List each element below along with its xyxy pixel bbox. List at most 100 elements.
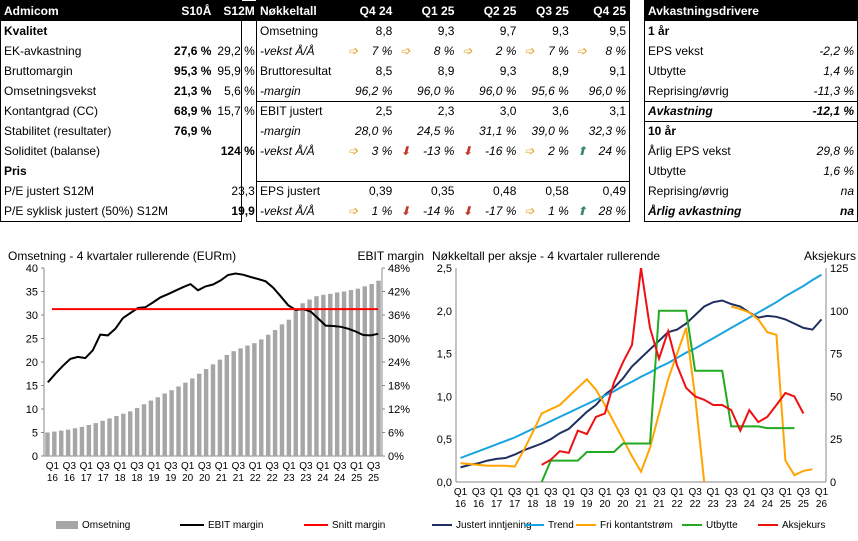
chart2-ytick: 2,0 bbox=[437, 306, 452, 318]
chart2-ytick: 0,0 bbox=[437, 477, 452, 489]
key-figure-text: 95,6 % bbox=[531, 83, 569, 98]
chart2-xtick: Q1 bbox=[815, 487, 829, 498]
price-rows: P/E justert S12M 23,3 P/E syklisk justert … bbox=[1, 181, 258, 221]
quality-label: Stabilitet (resultater) bbox=[4, 124, 112, 138]
arrow-right-icon: ➩ bbox=[347, 44, 359, 58]
key-figure-text: 7 % bbox=[548, 44, 569, 58]
key-figure-text: 8,9 bbox=[437, 64, 455, 78]
quality-value-s10: 68,9 % bbox=[174, 104, 212, 118]
key-figure-text: 2,5 bbox=[375, 104, 393, 119]
chart2-title: Nøkkeltall per aksje - 4 kvartaler rulle… bbox=[432, 249, 660, 263]
key-figure-row: -margin 28,0 % 24,5 % 31,1 % 39,0 % 32,3 % bbox=[257, 121, 629, 141]
key-figure-text: 9,3 bbox=[437, 24, 455, 38]
key-figure-row: EBIT justert 2,5 2,3 3,0 3,6 3,1 bbox=[257, 100, 629, 121]
quality-row: Bruttomargin 95,3 % 95,9 % bbox=[1, 61, 258, 81]
key-figure-row: Omsetning 8,8 9,3 9,7 9,3 9,5 bbox=[257, 21, 629, 41]
chart1-xtick-year: 24 bbox=[334, 473, 346, 484]
key-figure-text: 8,9 bbox=[552, 64, 569, 78]
revenue-bar bbox=[72, 428, 78, 456]
revenue-bar bbox=[265, 334, 271, 456]
chart2-xtick: Q3 bbox=[472, 487, 486, 498]
key-figure-value: ➩ 1 % bbox=[343, 201, 395, 221]
arrow-right-icon: ➩ bbox=[524, 204, 535, 218]
chart1-xtick-year: 16 bbox=[47, 473, 59, 484]
quality-row: Omsetningsvekst 21,3 % 5,6 % bbox=[1, 81, 258, 101]
chart1-xtick-year: 23 bbox=[283, 473, 295, 484]
revenue-bar bbox=[210, 364, 216, 456]
chart1-xtick-year: 19 bbox=[165, 473, 177, 484]
revenue-bar bbox=[231, 351, 236, 456]
driver-row: Årlig EPS vekst 29,8 % bbox=[645, 141, 857, 161]
revenue-bar bbox=[100, 420, 105, 456]
quality-label: EK-avkastning bbox=[4, 44, 82, 58]
chart2-xtick-year: 16 bbox=[473, 499, 485, 510]
legend-justert: Justert inntjening bbox=[456, 520, 532, 531]
chart2-y2tick: 25 bbox=[830, 434, 842, 446]
quarter-header: Q1 25 bbox=[395, 1, 458, 21]
revenue-bar bbox=[252, 343, 257, 456]
revenue-bar bbox=[183, 382, 188, 456]
driver-value: -11,3 % bbox=[813, 83, 854, 98]
chart2-xtick: Q3 bbox=[580, 487, 594, 498]
key-figure-text: 28 % bbox=[598, 204, 626, 218]
key-figure-value: ➩ 8 % bbox=[572, 41, 629, 61]
legend-utbytte: Utbytte bbox=[706, 520, 738, 531]
chart1-y2tick: 6% bbox=[388, 428, 404, 440]
chart1-y2tick: 48% bbox=[388, 263, 410, 275]
key-figure-text: 9,1 bbox=[609, 64, 626, 78]
chart2-y2label: Aksjekurs bbox=[804, 249, 856, 263]
arrow-right-icon: ➩ bbox=[462, 44, 473, 58]
key-figure-value: ⬇ -14 % bbox=[395, 201, 457, 221]
revenue-bar bbox=[196, 373, 202, 456]
chart1-xtick-year: 25 bbox=[351, 473, 363, 484]
chart2-xtick: Q3 bbox=[616, 487, 630, 498]
key-figure-text: 3,0 bbox=[499, 104, 517, 119]
chart1-xtick: Q1 bbox=[350, 461, 364, 472]
key-figure-text: 9,3 bbox=[552, 24, 569, 38]
key-figure-row: -margin 96,2 % 96,0 % 96,0 % 95,6 % 96,0 % bbox=[257, 81, 629, 101]
legend-aksjekurs: Aksjekurs bbox=[782, 520, 825, 531]
chart2-ytick: 1,0 bbox=[437, 391, 452, 403]
chart1-xtick-year: 19 bbox=[148, 473, 160, 484]
quality-value-s10: 76,9 % bbox=[174, 124, 212, 138]
key-figure-text: 24 % bbox=[598, 144, 626, 158]
key-figure-text: 0,49 bbox=[602, 184, 626, 199]
chart1-xtick-year: 17 bbox=[98, 473, 110, 484]
chart1-xtick: Q3 bbox=[232, 461, 246, 472]
chart1-xtick: Q3 bbox=[130, 461, 144, 472]
chart1-xtick: Q1 bbox=[282, 461, 296, 472]
key-figure-value: ⬇ -13 % bbox=[395, 141, 457, 161]
quality-value-s12: 124 % bbox=[220, 144, 255, 158]
chart1-xtick-year: 22 bbox=[267, 473, 279, 484]
key-figures-rows: Omsetning 8,8 9,3 9,7 9,3 9,5 -vekst Å/Å ➩ 7 % ➩ 8… bbox=[257, 21, 629, 221]
key-figure-text: 9,3 bbox=[499, 64, 517, 78]
key-figure-value: 96,0 % bbox=[395, 81, 457, 101]
driver-value: 1,6 % bbox=[823, 164, 854, 178]
key-figure-row: EPS justert 0,39 0,35 0,48 0,58 0,49 bbox=[257, 180, 629, 201]
key-figure-text: 0,39 bbox=[369, 184, 393, 199]
price-value-s10 bbox=[171, 201, 214, 221]
revenue-bar bbox=[376, 280, 381, 456]
chart1-ytick: 25 bbox=[26, 334, 38, 346]
revenue-bar bbox=[238, 348, 243, 456]
chart1-xtick: Q1 bbox=[181, 461, 195, 472]
quality-value-s12 bbox=[214, 121, 257, 141]
revenue-bar bbox=[369, 283, 374, 456]
revenue-bar bbox=[259, 339, 264, 456]
chart2-xtick-year: 21 bbox=[653, 499, 665, 510]
price-value-s12: 19,9 bbox=[231, 204, 255, 218]
key-figure-row: -vekst Å/Å ➩ 7 % ➩ 8 % ➩ 2 % ➩ 7 % ➩ 8 % bbox=[257, 41, 629, 61]
chart1-ytick: 30 bbox=[26, 310, 38, 322]
quarter-header: Q3 25 bbox=[519, 1, 572, 21]
key-figure-row: Bruttoresultat 8,5 8,9 9,3 8,9 9,1 bbox=[257, 61, 629, 81]
chart1-ytick: 20 bbox=[26, 357, 38, 369]
revenue-bar bbox=[107, 418, 112, 456]
key-figure-text: 3,6 bbox=[552, 104, 569, 119]
key-figure-text: 96,0 % bbox=[588, 83, 626, 98]
key-figure-text: 28,0 % bbox=[355, 124, 393, 138]
revenue-bar bbox=[52, 431, 57, 456]
quality-value-s10 bbox=[171, 141, 214, 161]
arrow-down-icon: ⬇ bbox=[462, 144, 473, 158]
revenue-bar bbox=[155, 397, 161, 456]
chart1-xtick: Q3 bbox=[198, 461, 212, 472]
